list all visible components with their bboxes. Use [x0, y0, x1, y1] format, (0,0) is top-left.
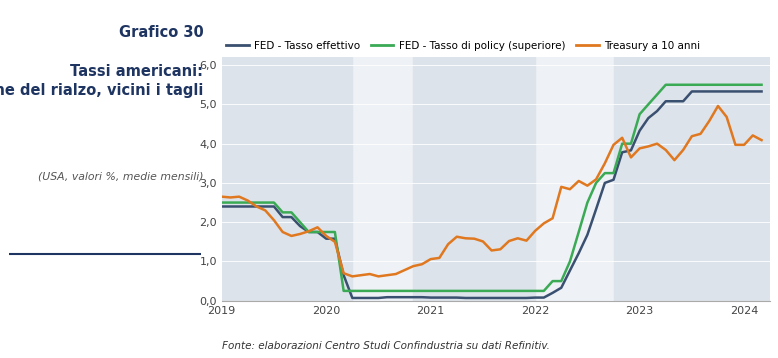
Text: Grafico 30: Grafico 30 — [118, 25, 203, 40]
Text: (USA, valori %, medie mensili): (USA, valori %, medie mensili) — [38, 172, 203, 182]
Text: Tassi americani:
fine del rialzo, vicini i tagli: Tassi americani: fine del rialzo, vicini… — [0, 64, 203, 98]
Bar — [614, 57, 770, 301]
Bar — [222, 57, 352, 301]
Bar — [413, 57, 535, 301]
Legend: FED - Tasso effettivo, FED - Tasso di policy (superiore), Treasury a 10 anni: FED - Tasso effettivo, FED - Tasso di po… — [222, 37, 704, 55]
Text: Fonte: elaborazioni Centro Studi Confindustria su dati Refinitiv.: Fonte: elaborazioni Centro Studi Confind… — [222, 341, 549, 351]
